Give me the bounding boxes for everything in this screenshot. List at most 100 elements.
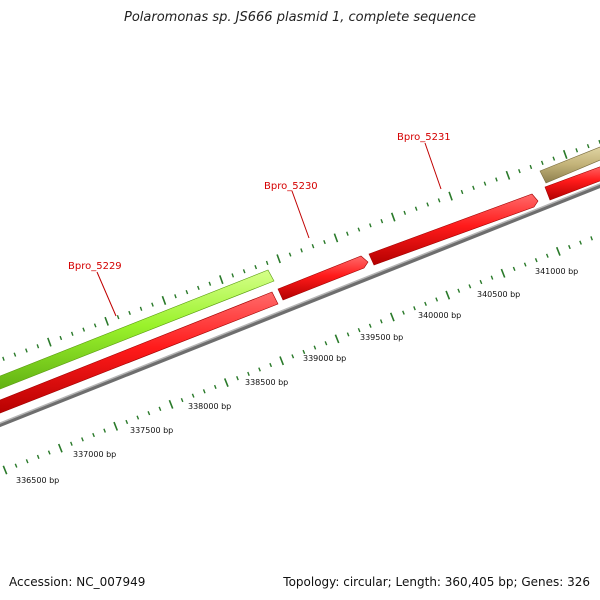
leader-line-bpro-5230 [291,190,310,239]
minor-tick [545,253,549,258]
major-tick [223,378,229,387]
minor-tick [460,189,464,195]
major-tick [500,268,506,278]
minor-tick [540,160,544,165]
major-tick [389,312,395,322]
minor-tick [128,310,131,316]
minor-tick [59,335,63,341]
minor-tick [208,281,212,286]
minor-tick [414,206,418,211]
major-tick [334,334,340,344]
minor-tick [136,415,140,420]
minor-tick [254,264,258,270]
scale-label: 339500 bp [360,333,403,342]
sequence-backbone [0,183,600,428]
gene-label-bpro-5230[interactable]: Bpro_5230 [264,181,318,192]
minor-tick [191,393,195,398]
major-tick [505,170,511,180]
minor-tick [490,275,494,280]
leader-line-bpro-5231 [424,142,442,190]
scale-label: 338500 bp [245,378,288,387]
minor-tick [236,376,239,381]
major-tick [555,246,561,256]
scale-tick-track [2,236,593,475]
minor-tick [13,352,17,357]
minor-tick [313,345,317,350]
minor-tick [258,367,261,372]
scale-label: 338000 bp [188,402,231,411]
minor-tick [47,450,51,455]
minor-tick [457,288,461,293]
sequence-backbone-highlight [0,183,600,424]
minor-tick [25,459,29,464]
minor-tick [231,273,235,278]
minor-tick [81,437,84,442]
minor-tick [93,323,97,328]
gene-label-bpro-5229[interactable]: Bpro_5229 [68,261,122,272]
minor-tick [147,411,151,416]
minor-tick [523,262,527,267]
minor-tick [368,323,372,328]
scale-label: 339000 bp [303,354,346,363]
scale-label: 337000 bp [73,450,116,459]
gene-next-red-body[interactable] [544,165,600,201]
major-tick [168,399,174,409]
scale-label: 337500 bp [130,426,173,435]
minor-tick [116,314,120,320]
gene-bpro-5231[interactable] [368,193,539,266]
major-tick [562,149,568,159]
gene-bpro-5230-body[interactable] [277,255,369,301]
minor-tick [402,310,405,315]
gene-next-olive[interactable] [539,145,600,184]
minor-tick [302,349,306,355]
gene-next-red[interactable] [544,165,600,201]
minor-tick [518,169,521,174]
minor-tick [139,306,143,311]
minor-tick [426,202,430,207]
minor-tick [323,239,326,245]
minor-tick [25,348,28,353]
minor-tick [403,210,407,215]
minor-tick [568,244,571,250]
major-tick [279,356,285,366]
minor-tick [288,252,292,257]
minor-tick [483,181,487,186]
minor-tick [14,463,18,468]
gene-bpro-5229[interactable] [0,269,275,393]
minor-tick [269,362,273,368]
scale-label: 340500 bp [477,290,520,299]
minor-tick [346,332,350,337]
minor-tick [369,223,372,228]
minor-tick [300,248,303,253]
accession-text: Accession: NC_007949 [9,575,146,589]
minor-tick [435,297,439,302]
gene-bpro-5228[interactable] [0,291,279,417]
major-tick [219,275,224,285]
minor-tick [247,371,250,376]
minor-tick [380,219,384,224]
gene-bpro-5228-body[interactable] [0,291,279,417]
gene-label-bpro-5231[interactable]: Bpro_5231 [397,132,451,143]
minor-tick [174,294,177,299]
minor-tick [36,344,40,349]
minor-tick [590,236,593,241]
minor-tick [70,331,74,336]
minor-tick [158,406,162,411]
leader-line-bpro-5229 [96,271,117,317]
minor-tick [529,164,533,170]
gene-bpro-5231-body[interactable] [368,193,539,266]
gene-bpro-5229-body[interactable] [0,269,275,393]
map-title: Polaromonas sp. JS666 plasmid 1, complet… [123,10,476,25]
gene-next-olive-body[interactable] [539,145,600,184]
minor-tick [472,185,475,190]
minor-tick [437,198,441,203]
minor-tick [180,397,184,403]
minor-tick [346,231,349,236]
minor-tick [291,354,295,359]
minor-tick [552,156,556,161]
gene-bpro-5230[interactable] [277,255,369,301]
major-tick [445,290,451,300]
minor-tick [324,341,328,346]
minor-tick [357,327,361,333]
major-tick [57,443,63,453]
